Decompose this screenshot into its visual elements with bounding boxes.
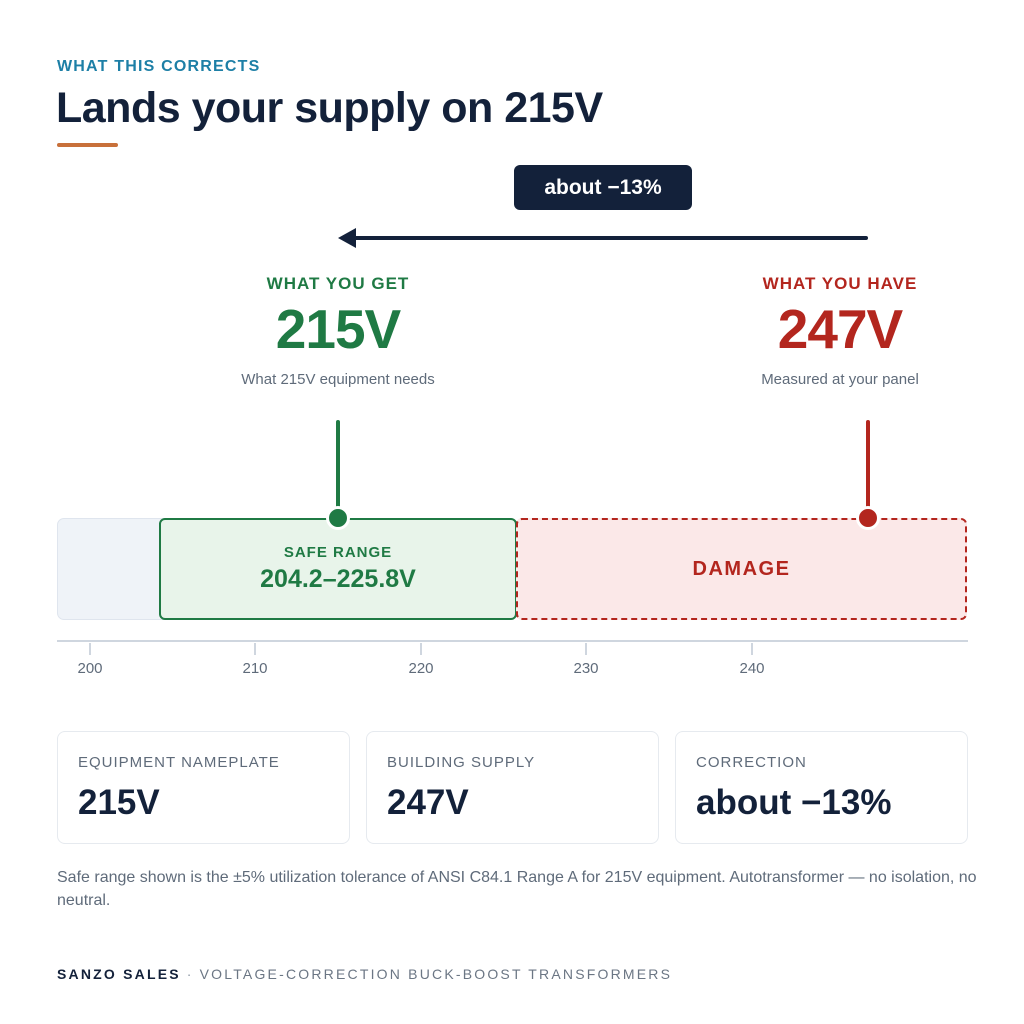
current-caption: Measured at your panel xyxy=(761,371,919,388)
card-value: 215V xyxy=(78,783,160,822)
safe-range-value: 204.2–225.8V xyxy=(260,565,416,593)
correction-arrow-line xyxy=(352,236,868,240)
current-label: WHAT YOU HAVE xyxy=(762,274,918,293)
target-value: 215V xyxy=(275,298,401,360)
card-label: BUILDING SUPPLY xyxy=(387,754,536,771)
current-marker-dot xyxy=(856,506,880,530)
card-value: 247V xyxy=(387,783,469,822)
footer: SANZO SALES · VOLTAGE-CORRECTION BUCK-BOOS… xyxy=(57,966,672,982)
target-marker-dot xyxy=(326,506,350,530)
card-value: about −13% xyxy=(696,783,892,822)
voltage-axis xyxy=(57,640,968,642)
arrow-left-icon xyxy=(338,228,356,248)
axis-tick-label: 200 xyxy=(77,660,103,677)
supply-card: BUILDING SUPPLY 247V xyxy=(366,731,659,844)
axis-tick xyxy=(89,643,91,655)
low-range-band xyxy=(57,518,167,620)
axis-tick xyxy=(254,643,256,655)
page-title: Lands your supply on 215V xyxy=(56,84,603,132)
correction-pill: about −13% xyxy=(514,165,692,210)
card-label: EQUIPMENT NAMEPLATE xyxy=(78,754,280,771)
correction-card: CORRECTION about −13% xyxy=(675,731,968,844)
current-value: 247V xyxy=(777,298,903,360)
card-label: CORRECTION xyxy=(696,754,807,771)
target-caption: What 215V equipment needs xyxy=(241,371,435,388)
brand-name: SANZO SALES xyxy=(57,966,181,982)
brand-tagline: VOLTAGE-CORRECTION BUCK-BOOST TRANSFORME… xyxy=(199,966,673,982)
axis-tick xyxy=(420,643,422,655)
safe-range-label: SAFE RANGE xyxy=(283,544,393,561)
axis-tick-label: 210 xyxy=(242,660,268,677)
current-marker-stem xyxy=(866,420,870,508)
safe-range-band: SAFE RANGE 204.2–225.8V xyxy=(159,518,517,620)
target-label: WHAT YOU GET xyxy=(266,274,410,293)
axis-tick-label: 230 xyxy=(573,660,599,677)
nameplate-card: EQUIPMENT NAMEPLATE 215V xyxy=(57,731,350,844)
footnote: Safe range shown is the ±5% utilization … xyxy=(57,869,977,909)
axis-tick xyxy=(585,643,587,655)
target-marker-stem xyxy=(336,420,340,508)
eyebrow-label: WHAT THIS CORRECTS xyxy=(57,58,261,75)
damage-range-band: DAMAGE xyxy=(516,518,967,620)
axis-tick-label: 220 xyxy=(408,660,434,677)
current-voltage-block: WHAT YOU HAVE 247V Measured at your pane… xyxy=(690,274,990,388)
axis-tick xyxy=(751,643,753,655)
target-voltage-block: WHAT YOU GET 215V What 215V equipment ne… xyxy=(188,274,488,388)
title-underline xyxy=(57,143,118,147)
footer-separator: · xyxy=(186,966,194,982)
axis-tick-label: 240 xyxy=(739,660,765,677)
